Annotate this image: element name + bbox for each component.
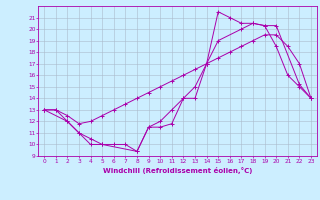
X-axis label: Windchill (Refroidissement éolien,°C): Windchill (Refroidissement éolien,°C) bbox=[103, 167, 252, 174]
